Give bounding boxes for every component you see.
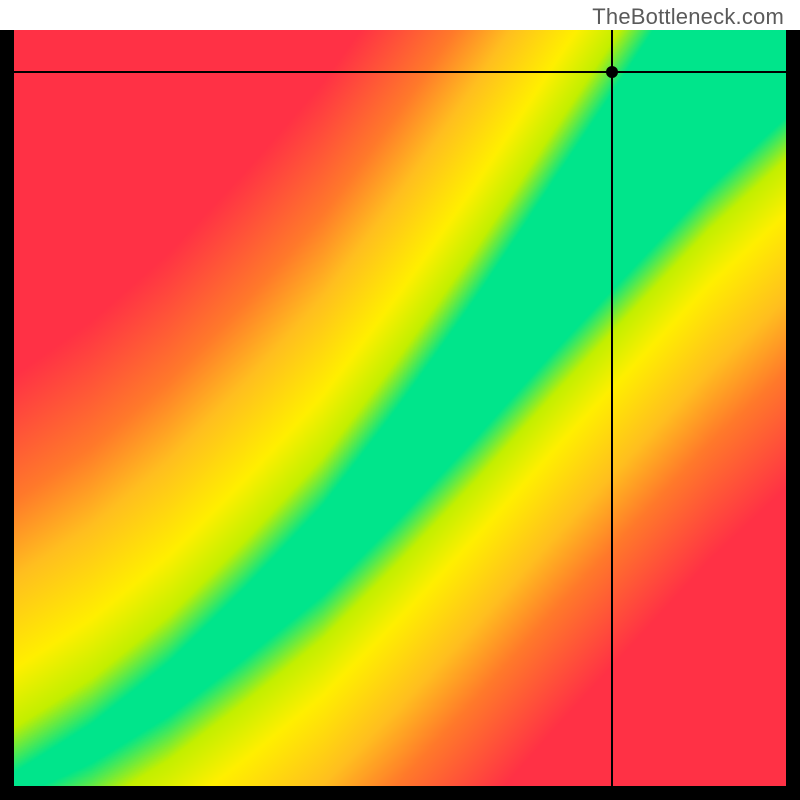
chart-frame (0, 30, 800, 800)
crosshair-horizontal (14, 71, 786, 73)
heatmap-plot (14, 30, 786, 786)
crosshair-marker (606, 66, 618, 78)
heatmap-canvas (14, 30, 786, 786)
crosshair-vertical (611, 30, 613, 786)
watermark-text: TheBottleneck.com (592, 4, 784, 30)
